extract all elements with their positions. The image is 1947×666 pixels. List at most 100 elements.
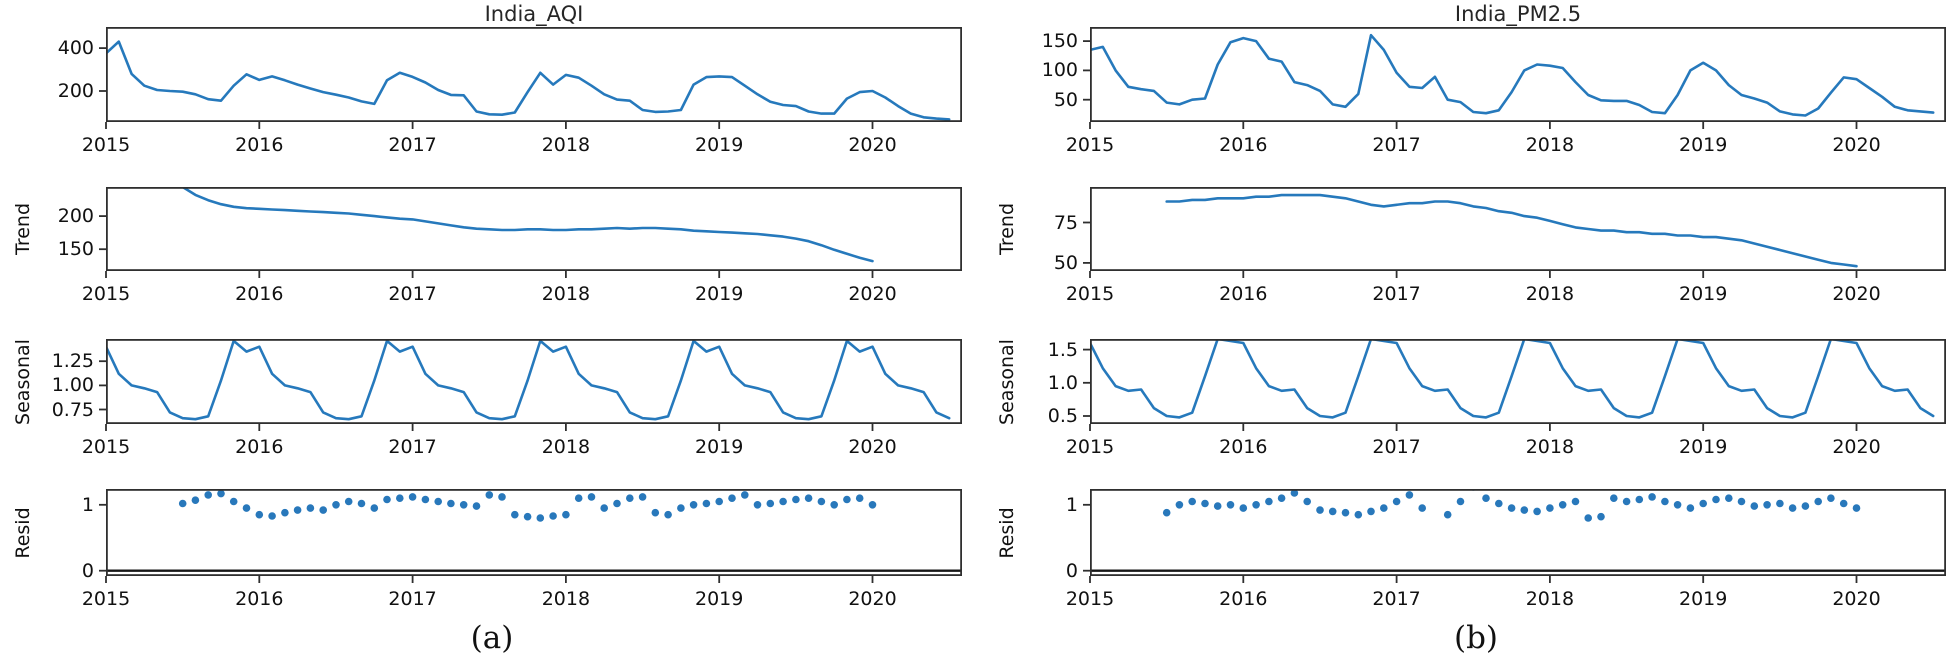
residual-dot [396,494,404,502]
residual-dot [1495,499,1503,508]
panel-aqi-seasonal [99,338,963,431]
residual-dot [1175,501,1184,509]
y-axis-label-seasonal-aqi: Seasonal [12,338,34,425]
y-tick-label-aqi-resid: 0 [81,559,94,582]
x-tick-label-pm25-trend: 2020 [1832,283,1881,305]
x-tick-label-pm25-observed: 2017 [1372,134,1421,156]
residual-dot [1852,504,1861,512]
residual-dot [1533,507,1541,516]
residual-dot [1456,497,1465,506]
panel-pm25-trend [1083,186,1947,278]
y-tick-label-aqi-seasonal: 1.00 [51,374,94,397]
x-tick-label-pm25-resid: 2018 [1525,588,1575,610]
residual-dot [664,510,672,519]
x-tick-label-aqi-trend: 2018 [541,283,591,305]
subfigure-caption-b: (b) [1453,620,1499,656]
residual-dot [229,497,238,506]
residual-dot [1571,497,1580,506]
axes-border [1089,186,1947,271]
residual-dot [1597,512,1605,521]
y-tick-label-pm25-resid: 1 [1065,493,1078,516]
residual-dot [651,508,660,517]
residual-dot [1686,504,1695,512]
residual-dot [549,512,557,520]
residual-dot [1162,508,1171,517]
chart-title-pm25: India_PM2.5 [1454,2,1582,26]
y-tick-label-aqi-trend: 150 [57,238,94,261]
residual-dot [1788,504,1797,512]
axes-border [105,488,963,576]
x-tick-label-pm25-observed: 2016 [1219,134,1268,156]
axes-border [105,26,963,122]
x-tick-label-pm25-seasonal: 2018 [1525,436,1575,458]
x-tick-label-aqi-seasonal: 2019 [695,436,744,458]
x-tick-label-pm25-trend: 2017 [1372,283,1421,305]
x-tick-label-aqi-seasonal: 2015 [81,436,131,458]
x-tick-label-aqi-observed: 2015 [81,134,131,156]
y-tick-label-aqi-seasonal: 0.75 [51,398,94,421]
axes-border [1089,26,1947,122]
x-tick-label-aqi-resid: 2018 [541,588,591,610]
y-axis-label-resid-pm25: Resid [996,506,1018,559]
residual-dot [536,514,545,522]
residual-dot [728,494,736,502]
series-line-aqi-seasonal [106,339,951,421]
residual-dot [638,493,647,501]
residual-dot [830,501,838,509]
residual-dot [1763,501,1771,509]
x-tick-label-aqi-observed: 2019 [695,134,744,156]
axes-border [105,338,963,424]
series-line-aqi-trend [181,187,874,263]
panel-pm25-resid [1083,488,1947,583]
y-tick-label-pm25-observed: 150 [1041,30,1078,53]
y-tick-label-aqi-observed: 200 [57,80,94,102]
residual-dot [1699,499,1707,508]
panel-aqi-observed [99,26,963,129]
x-tick-label-aqi-resid: 2019 [695,588,744,610]
y-tick-label-pm25-trend: 75 [1053,211,1078,234]
residual-dot [1622,497,1631,506]
residual-dot [472,502,481,510]
residual-dot [178,499,187,508]
residual-dot [1750,502,1759,510]
x-tick-label-pm25-trend: 2018 [1525,283,1575,305]
residual-dot [1814,497,1822,506]
series-line-aqi-observed [106,40,951,121]
residual-dot [702,499,711,508]
x-tick-label-pm25-observed: 2019 [1679,134,1728,156]
residual-dot [511,510,519,519]
x-tick-label-pm25-seasonal: 2016 [1219,436,1268,458]
panel-aqi-trend [99,186,963,278]
residual-dot [843,495,851,504]
residual-dot [332,501,340,509]
residual-dot [255,510,264,519]
residual-dot [1303,497,1311,506]
y-axis-label-resid-aqi: Resid [12,506,34,559]
residual-dot [1482,494,1490,502]
residual-dot [1443,510,1452,519]
residual-dot [319,506,327,514]
x-tick-label-pm25-observed: 2020 [1832,134,1881,156]
residual-dot [1712,495,1720,504]
x-tick-label-pm25-seasonal: 2020 [1832,436,1881,458]
residual-dot [1392,497,1401,506]
residual-dot [1737,497,1746,506]
panel-pm25-seasonal [1083,338,1947,431]
x-tick-label-aqi-trend: 2019 [695,283,744,305]
y-axis-label-seasonal-pm25: Seasonal [996,338,1018,425]
residual-dot [753,501,762,509]
y-tick-label-pm25-observed: 50 [1053,88,1078,111]
y-tick-label-pm25-observed: 100 [1041,59,1078,82]
y-tick-label-pm25-resid: 0 [1065,559,1078,582]
residual-dot [741,491,749,499]
residual-dot [766,499,775,508]
residual-dot [293,506,302,514]
x-tick-label-aqi-trend: 2020 [848,283,897,305]
y-tick-label-pm25-trend: 50 [1053,251,1078,274]
residual-dot [281,508,289,517]
x-tick-label-pm25-resid: 2015 [1065,588,1115,610]
residual-dot [523,512,532,521]
y-tick-label-aqi-resid: 1 [81,493,94,516]
x-tick-label-aqi-seasonal: 2016 [235,436,284,458]
